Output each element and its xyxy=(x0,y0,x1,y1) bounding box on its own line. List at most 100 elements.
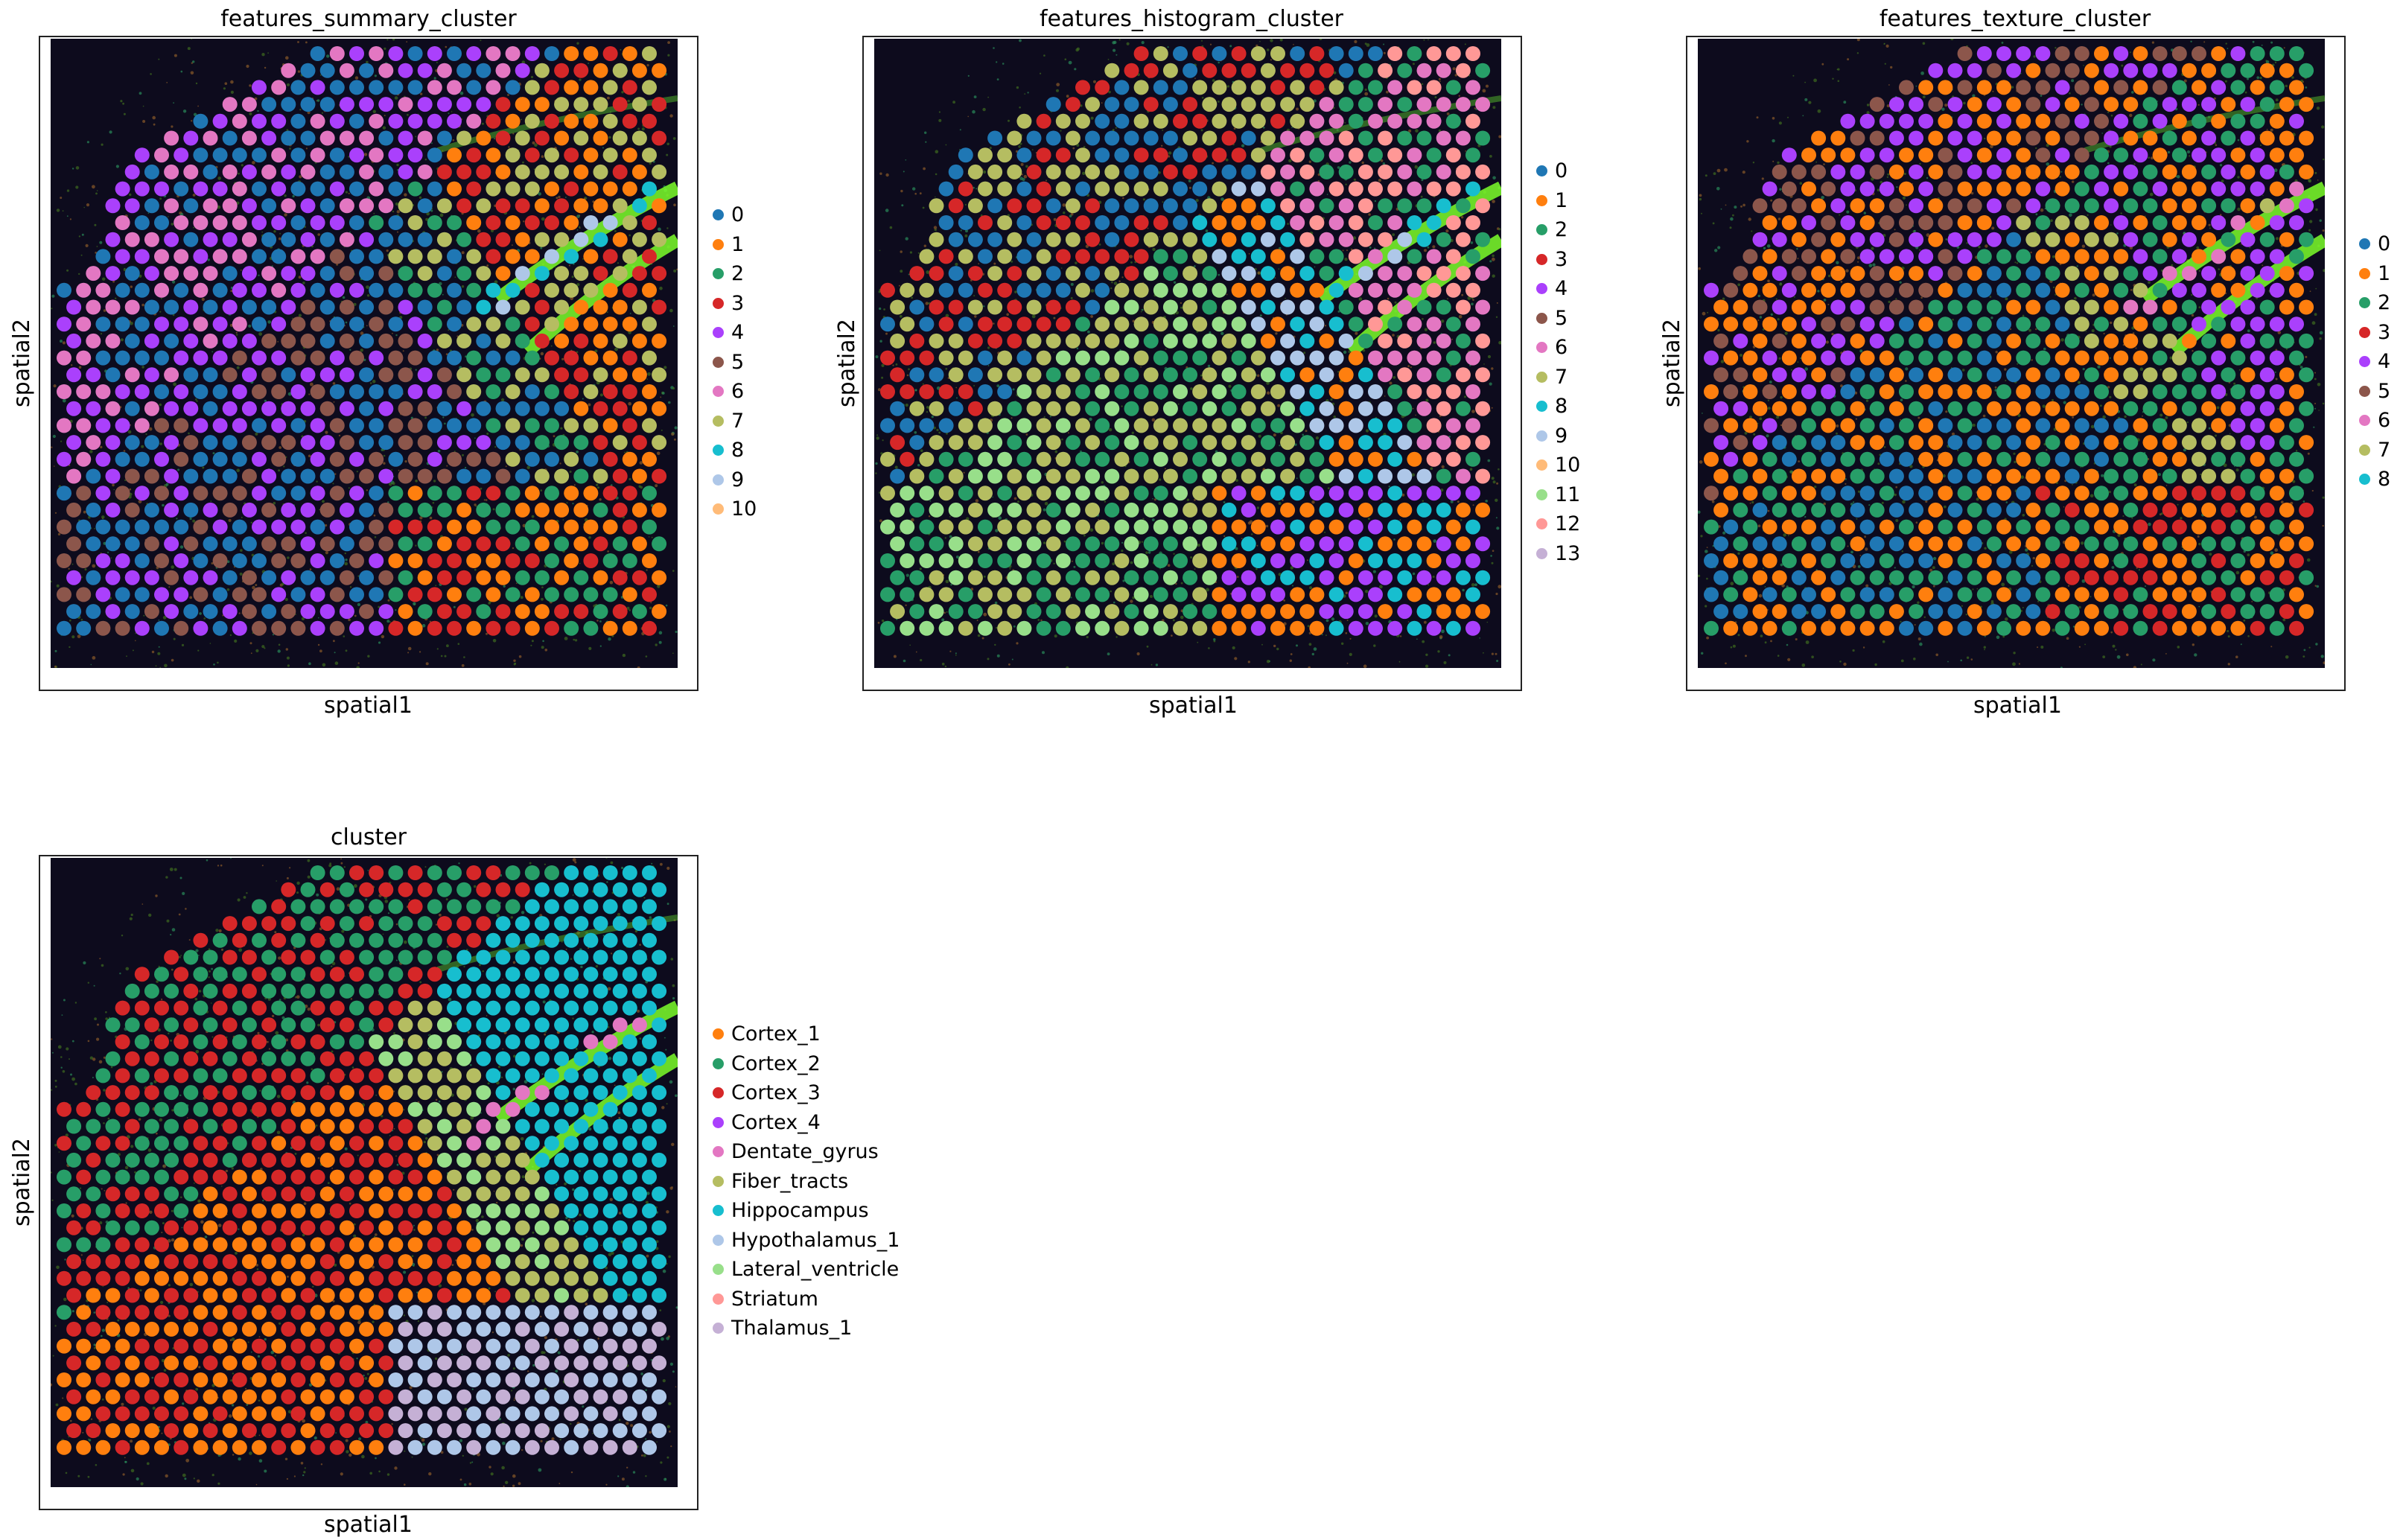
spot xyxy=(456,1389,472,1404)
spot xyxy=(1250,215,1266,230)
spot xyxy=(1055,113,1071,129)
spot xyxy=(2123,468,2139,484)
spot xyxy=(1212,553,1227,568)
spot xyxy=(124,1085,140,1101)
spot xyxy=(241,570,257,585)
spot xyxy=(564,80,579,95)
spot xyxy=(1309,384,1325,399)
spot xyxy=(1426,147,1442,163)
spot xyxy=(642,1136,657,1151)
spot xyxy=(193,1068,209,1084)
spot xyxy=(57,1406,71,1422)
spot xyxy=(2113,249,2129,264)
spot xyxy=(261,1288,277,1303)
spot xyxy=(622,620,637,636)
spot xyxy=(1309,147,1325,163)
spot xyxy=(2201,570,2217,585)
spot xyxy=(2201,198,2217,214)
spot xyxy=(222,1288,238,1303)
spot xyxy=(1065,468,1080,484)
spot xyxy=(1290,215,1305,230)
spot xyxy=(241,299,257,315)
spot xyxy=(212,113,228,129)
spot xyxy=(339,1119,354,1134)
spot xyxy=(1733,333,1748,349)
spot xyxy=(652,570,667,585)
spot xyxy=(456,401,472,416)
spot xyxy=(193,553,209,568)
spot xyxy=(407,46,423,61)
spot xyxy=(466,553,482,568)
spot xyxy=(57,1169,71,1185)
legend-label: 6 xyxy=(1555,336,1568,360)
spot xyxy=(271,932,287,948)
spot xyxy=(2201,232,2217,247)
spot xyxy=(1095,215,1110,230)
spot xyxy=(1192,553,1208,568)
spot xyxy=(2201,164,2217,179)
spot xyxy=(2064,232,2080,247)
spot xyxy=(524,865,540,880)
spot xyxy=(183,502,199,518)
spot xyxy=(388,1034,404,1049)
spot xyxy=(57,1338,71,1354)
spot xyxy=(154,587,169,602)
spot xyxy=(534,266,550,281)
spot xyxy=(486,519,501,535)
spot xyxy=(495,1186,511,1202)
spot xyxy=(164,164,179,179)
spot xyxy=(456,502,472,518)
spot xyxy=(1212,147,1227,163)
spot xyxy=(583,350,599,366)
spot xyxy=(290,350,306,366)
spot xyxy=(349,418,364,433)
spot xyxy=(938,384,954,399)
spot xyxy=(193,181,209,197)
spot xyxy=(1742,384,1758,399)
spot xyxy=(524,1237,540,1253)
spot xyxy=(1781,451,1797,467)
spot xyxy=(997,384,1013,399)
spot xyxy=(573,63,589,78)
spot xyxy=(232,1136,247,1151)
spot xyxy=(252,1439,267,1455)
spot xyxy=(2104,198,2119,214)
legend-marker xyxy=(713,1116,724,1128)
spot xyxy=(417,1355,433,1371)
spot xyxy=(329,1406,345,1422)
spot xyxy=(1114,147,1130,163)
spot xyxy=(1173,80,1188,95)
spot xyxy=(554,1051,570,1066)
spot xyxy=(1811,130,1827,146)
spot xyxy=(1791,232,1807,247)
spot xyxy=(1928,232,1944,247)
spot xyxy=(1085,604,1101,620)
spot xyxy=(134,967,150,982)
spot xyxy=(1016,384,1032,399)
spot xyxy=(602,384,618,399)
spot xyxy=(456,299,472,315)
spot xyxy=(466,1305,482,1320)
spot xyxy=(1192,519,1208,535)
spot xyxy=(1407,620,1422,636)
spot xyxy=(602,1439,618,1455)
spot xyxy=(407,1237,423,1253)
spot xyxy=(2181,401,2197,416)
spot xyxy=(2152,620,2168,636)
spot xyxy=(642,451,657,467)
spot xyxy=(222,299,238,315)
spot xyxy=(66,367,82,383)
spot xyxy=(948,198,964,214)
spot xyxy=(290,451,306,467)
legend-label: 2 xyxy=(1555,218,1568,242)
spot xyxy=(1045,266,1061,281)
spot xyxy=(281,299,296,315)
spot xyxy=(339,198,354,214)
spot xyxy=(417,164,433,179)
spot xyxy=(76,282,92,298)
spot xyxy=(1752,266,1768,281)
spot xyxy=(1143,299,1159,315)
spot xyxy=(505,215,521,230)
spot xyxy=(1986,130,2002,146)
spot xyxy=(544,282,559,298)
